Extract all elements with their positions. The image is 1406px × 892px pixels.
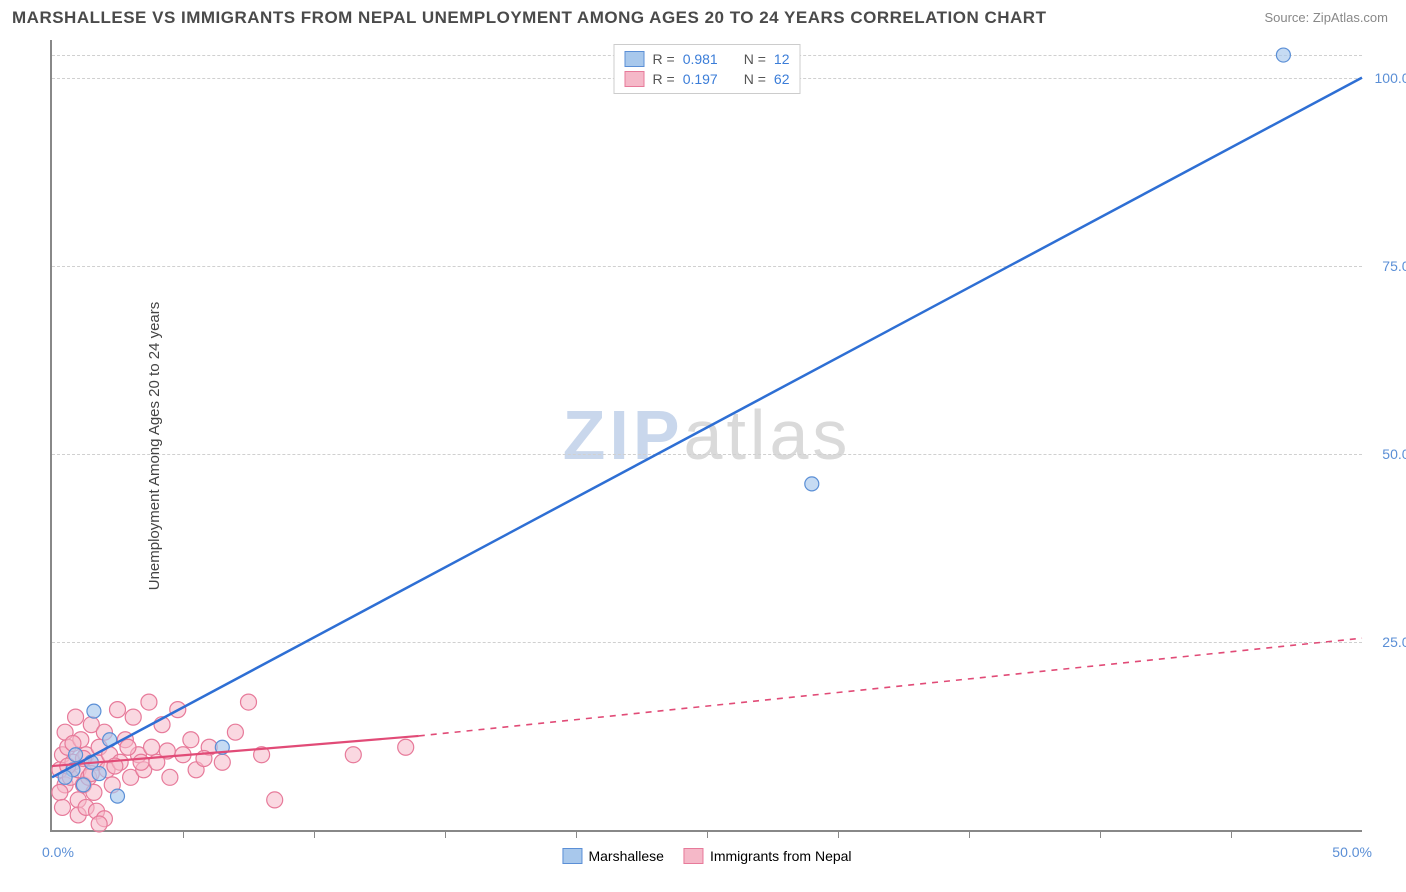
trend-line	[419, 638, 1362, 736]
correlation-legend: R = 0.981 N = 12 R = 0.197 N = 62	[614, 44, 801, 94]
legend-item-pink: Immigrants from Nepal	[684, 848, 852, 864]
n-value-pink: 62	[774, 71, 790, 87]
legend-label-pink: Immigrants from Nepal	[710, 848, 852, 864]
x-axis-start-label: 0.0%	[42, 844, 74, 860]
n-label: N =	[744, 51, 766, 67]
swatch-blue	[562, 848, 582, 864]
y-tick-label: 25.0%	[1382, 634, 1406, 650]
x-tick	[314, 830, 315, 838]
data-point	[76, 778, 90, 792]
legend-item-blue: Marshallese	[562, 848, 663, 864]
swatch-blue	[625, 51, 645, 67]
correlation-row-blue: R = 0.981 N = 12	[625, 49, 790, 69]
x-tick	[838, 830, 839, 838]
x-tick	[1100, 830, 1101, 838]
x-tick	[1231, 830, 1232, 838]
y-tick-label: 100.0%	[1375, 70, 1406, 86]
chart-title: MARSHALLESE VS IMMIGRANTS FROM NEPAL UNE…	[12, 8, 1046, 28]
x-tick	[445, 830, 446, 838]
data-point	[805, 477, 819, 491]
chart-plot-area: ZIPatlas 25.0%50.0%75.0%100.0% R = 0.981…	[50, 40, 1362, 832]
data-point	[69, 748, 83, 762]
n-value-blue: 12	[774, 51, 790, 67]
data-point	[110, 702, 126, 718]
data-point	[144, 739, 160, 755]
data-point	[87, 704, 101, 718]
x-tick	[576, 830, 577, 838]
data-point	[183, 732, 199, 748]
data-point	[162, 769, 178, 785]
data-point	[120, 739, 136, 755]
data-point	[227, 724, 243, 740]
correlation-row-pink: R = 0.197 N = 62	[625, 69, 790, 89]
legend-label-blue: Marshallese	[588, 848, 663, 864]
x-axis-end-label: 50.0%	[1332, 844, 1372, 860]
swatch-pink	[625, 71, 645, 87]
data-point	[141, 694, 157, 710]
x-tick	[969, 830, 970, 838]
data-point	[345, 747, 361, 763]
trend-line	[52, 78, 1362, 778]
r-value-blue: 0.981	[683, 51, 718, 67]
series-legend: Marshallese Immigrants from Nepal	[562, 848, 851, 864]
r-label: R =	[653, 71, 675, 87]
data-point	[398, 739, 414, 755]
y-tick-label: 75.0%	[1382, 258, 1406, 274]
data-point	[133, 754, 149, 770]
source-attribution: Source: ZipAtlas.com	[1264, 10, 1388, 25]
data-point	[125, 709, 141, 725]
data-point	[111, 789, 125, 803]
source-prefix: Source:	[1264, 10, 1312, 25]
x-tick	[183, 830, 184, 838]
data-point	[91, 816, 107, 832]
r-value-pink: 0.197	[683, 71, 718, 87]
data-point	[241, 694, 257, 710]
data-point	[54, 799, 70, 815]
data-point	[92, 767, 106, 781]
data-point	[214, 754, 230, 770]
data-point	[1276, 48, 1290, 62]
r-label: R =	[653, 51, 675, 67]
source-name: ZipAtlas.com	[1313, 10, 1388, 25]
swatch-pink	[684, 848, 704, 864]
x-tick	[707, 830, 708, 838]
y-tick-label: 50.0%	[1382, 446, 1406, 462]
n-label: N =	[744, 71, 766, 87]
scatter-plot-svg	[52, 40, 1362, 830]
data-point	[267, 792, 283, 808]
data-point	[68, 709, 84, 725]
data-point	[52, 784, 68, 800]
